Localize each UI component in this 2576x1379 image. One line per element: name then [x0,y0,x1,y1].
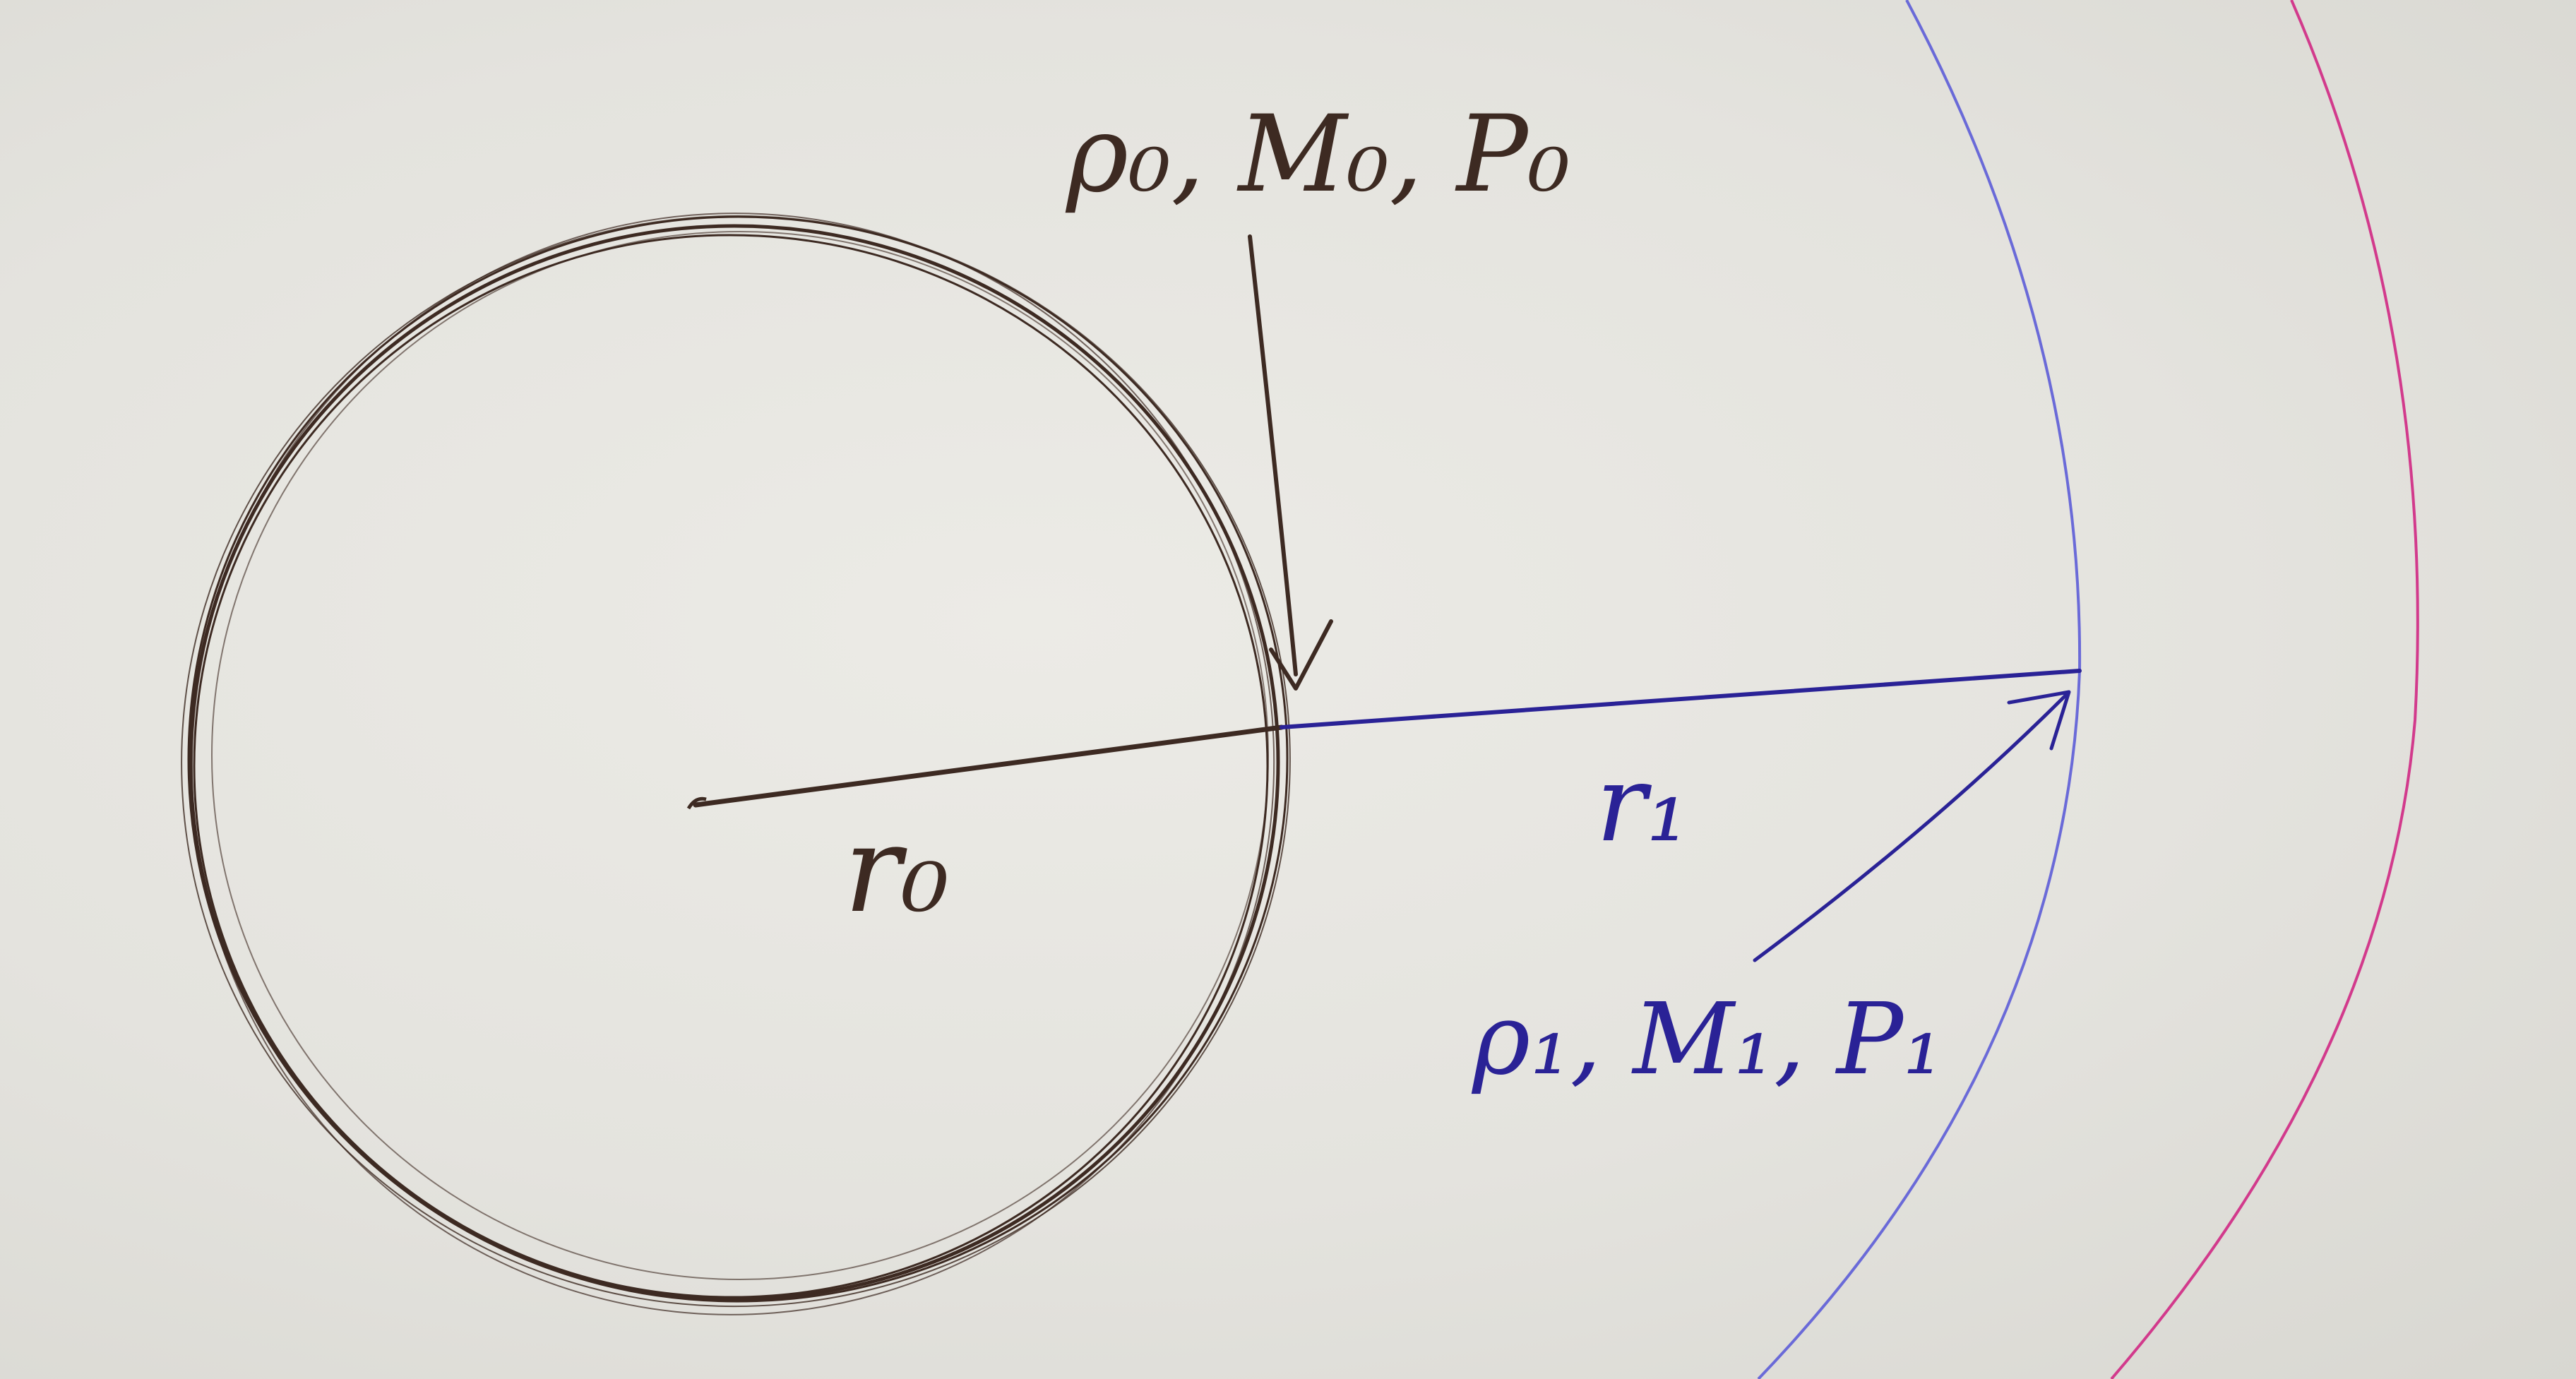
outer-boundary-arc [2110,0,2419,1379]
r0-label: r₀ [844,800,949,940]
outer-region-label: ρ₁, M₁, P₁ [1471,982,1943,1097]
r1-label: r₁ [1596,743,1689,866]
outer-region-pointer-arrow [1753,690,2071,962]
inner-region-label: ρ₀, M₀, P₀ [1065,93,1570,216]
inner-sphere-circle [181,213,1291,1315]
inner-region-pointer-arrow [1248,234,1333,691]
r1-radius-line [1280,669,2082,729]
r0-radius-line [686,724,1284,810]
